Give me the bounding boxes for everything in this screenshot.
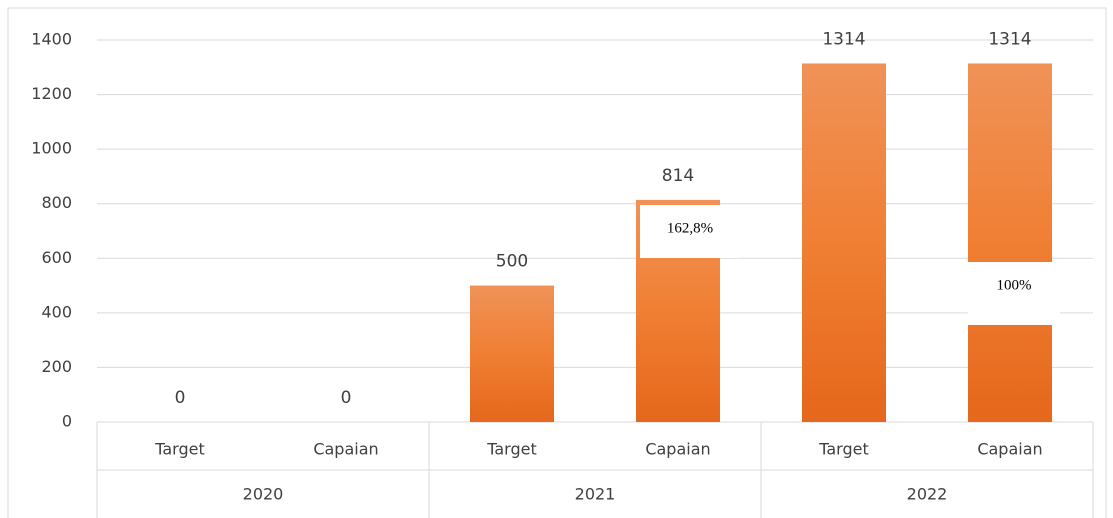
x-tick-label: Target	[818, 440, 869, 459]
y-tick-label: 400	[41, 302, 72, 321]
annotation: 100%	[997, 277, 1032, 293]
group-label: 2022	[907, 485, 948, 504]
group-label: 2021	[575, 485, 616, 504]
y-tick-label: 1000	[31, 139, 72, 158]
data-label: 1314	[822, 29, 865, 49]
group-label: 2020	[243, 485, 284, 504]
data-label: 500	[496, 252, 528, 272]
annotation: 162,8%	[667, 220, 713, 236]
bar	[802, 63, 886, 423]
x-tick-label: Target	[154, 440, 205, 459]
x-tick-label: Capaian	[645, 440, 710, 459]
x-tick-label: Target	[486, 440, 537, 459]
data-label: 0	[175, 388, 186, 408]
data-label: 814	[662, 166, 694, 186]
chart-border	[7, 7, 1107, 518]
y-tick-label: 0	[62, 412, 72, 431]
y-tick-label: 600	[41, 248, 72, 267]
y-tick-label: 200	[41, 357, 72, 376]
y-tick-label: 1400	[31, 30, 72, 49]
y-tick-label: 800	[41, 193, 72, 212]
bar	[968, 63, 1052, 423]
annotation-box	[640, 205, 740, 258]
y-tick-label: 1200	[31, 84, 72, 103]
data-label: 0	[341, 388, 352, 408]
annotation-box	[968, 262, 1060, 325]
x-tick-label: Capaian	[977, 440, 1042, 459]
x-tick-label: Capaian	[313, 440, 378, 459]
data-label: 1314	[988, 29, 1031, 49]
bar	[470, 285, 554, 422]
